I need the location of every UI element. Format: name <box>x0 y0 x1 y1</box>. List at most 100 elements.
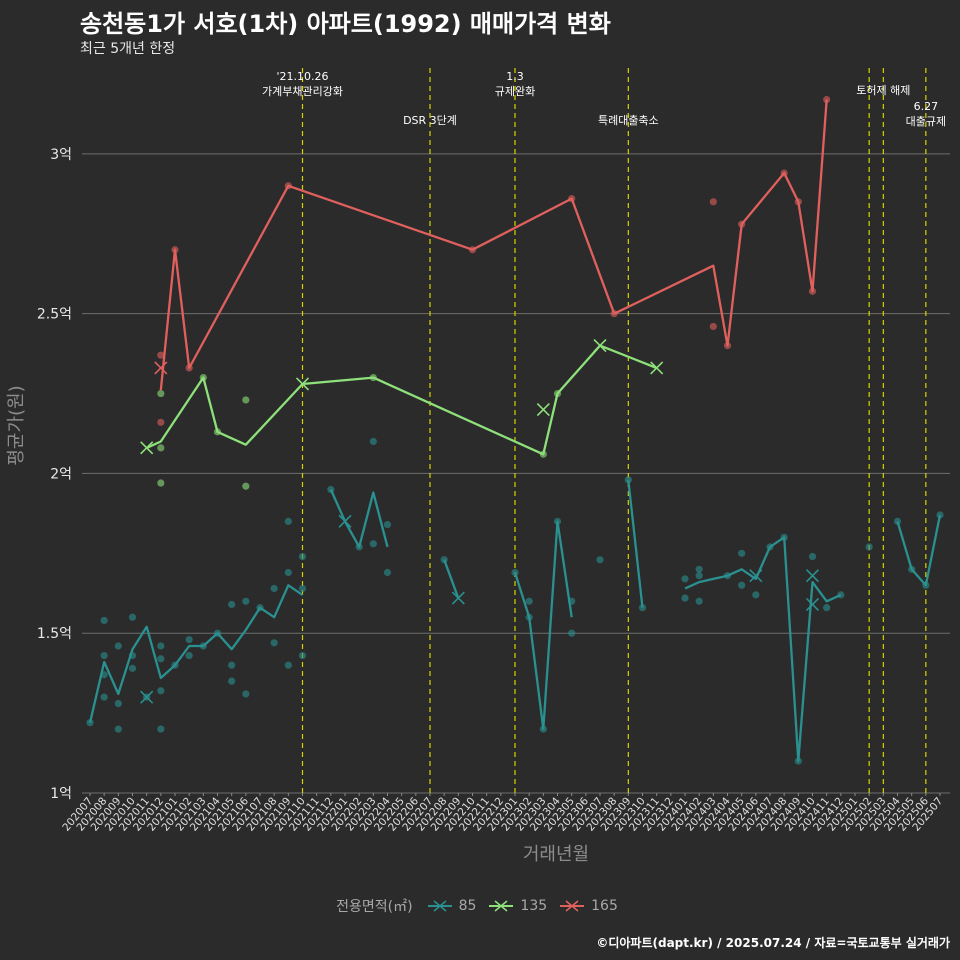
series-85-point <box>242 690 250 698</box>
series-85-point <box>114 725 122 733</box>
series-85-point <box>242 597 250 605</box>
series-85-point <box>695 597 703 605</box>
policy-event-label: 6.27 <box>914 100 939 113</box>
series-85-point <box>596 556 604 564</box>
series-85-point <box>369 540 377 548</box>
series-135-line <box>146 344 658 456</box>
series-85-point <box>284 568 292 577</box>
legend: 전용면적(㎡) 85 135 165 <box>0 896 960 916</box>
series-165-point <box>157 351 165 359</box>
series-135-point <box>157 444 165 452</box>
chart-subtitle: 최근 5개년 한정 <box>80 41 176 57</box>
y-axis-title: 평균가(원) <box>6 385 27 465</box>
series-135-x-marker <box>593 339 607 353</box>
series-85-point <box>284 517 292 525</box>
series-85-point <box>100 651 108 660</box>
series-135-x-marker <box>295 377 310 391</box>
legend-swatch-135-icon <box>489 900 514 912</box>
series-85-point <box>738 581 746 589</box>
series-85-x-marker <box>338 514 352 528</box>
series-85-point <box>738 549 746 557</box>
series-85-point <box>936 511 944 519</box>
series-85-x-marker <box>140 690 154 704</box>
series-85-point <box>383 568 392 577</box>
series-85-point <box>157 687 165 695</box>
legend-title: 전용면적(㎡) <box>336 899 413 915</box>
legend-item-135: 135 <box>488 898 547 914</box>
series-85-point <box>114 699 122 708</box>
series-165-point <box>157 418 165 426</box>
series-85-point <box>100 616 108 625</box>
series-85-line <box>896 514 942 587</box>
chart-title: 송천동1가 서호(1차) 아파트(1992) 매매가격 변화 <box>80 10 611 38</box>
series-85-line <box>684 536 842 763</box>
series-85-point <box>525 597 533 605</box>
legend-item-165: 165 <box>559 898 618 914</box>
policy-event-label: DSR 3단계 <box>403 114 457 127</box>
series-85-point <box>568 629 576 637</box>
series-85-point <box>298 552 307 561</box>
series-85-point <box>228 600 236 609</box>
y-tick-label: 2.5억 <box>37 307 72 323</box>
series-85-point <box>100 693 108 701</box>
policy-event-label: 규제완화 <box>495 85 535 98</box>
series-85-point <box>128 664 137 672</box>
series-85-point <box>808 552 817 561</box>
series-85-point <box>383 520 392 529</box>
y-tick-label: 2억 <box>50 466 72 482</box>
series-85-point <box>284 661 292 669</box>
x-axis-title: 거래년월 <box>523 844 589 865</box>
series-85-line <box>627 479 644 608</box>
series-85-line <box>329 488 389 549</box>
series-135-x-marker <box>536 402 550 417</box>
series-85-x-marker <box>451 591 465 605</box>
legend-label-85: 85 <box>458 898 477 914</box>
series-165-x-marker <box>154 361 168 375</box>
legend-swatch-165-icon <box>560 900 585 912</box>
series-85-line <box>443 559 460 599</box>
policy-event-label: 가계부채관리강화 <box>262 85 343 98</box>
series-85-point <box>865 543 873 551</box>
series-85-point <box>298 651 307 660</box>
series-85-point <box>369 437 377 446</box>
legend-label-165: 165 <box>591 898 618 914</box>
legend-item-85: 85 <box>427 898 477 914</box>
series-85-point <box>128 613 137 621</box>
y-tick-label: 1억 <box>50 786 72 802</box>
series-85-x-marker <box>805 597 820 612</box>
series-135-x-marker <box>650 361 664 375</box>
series-165-point <box>709 322 717 331</box>
legend-swatch-85-icon <box>427 900 452 912</box>
y-tick-label: 3억 <box>50 147 72 163</box>
policy-event-label: '21.10.26 <box>276 70 328 83</box>
series-85-point <box>185 651 193 660</box>
series-135-x-marker <box>140 441 154 455</box>
series-85-point <box>228 661 236 669</box>
series-85-point <box>298 584 307 593</box>
series-85-point <box>270 584 278 593</box>
series-85-point <box>185 636 193 644</box>
series-85-x-marker <box>749 569 763 583</box>
series-85-point <box>893 517 902 525</box>
series-85-point <box>695 572 703 580</box>
series-85-line <box>88 584 304 723</box>
series-85-point <box>157 642 165 650</box>
y-tick-label: 1.5억 <box>37 626 72 642</box>
series-165-point <box>709 198 717 206</box>
series-85-point <box>157 725 165 733</box>
policy-event-label: 대출규제 <box>906 115 946 128</box>
series-85-point <box>114 642 122 650</box>
series-85-point <box>157 655 165 663</box>
series-165-line <box>159 99 828 391</box>
policy-event-label: 특례대출축소 <box>598 114 659 127</box>
series-85-point <box>270 639 278 647</box>
source-footer: ©디아파트(dapt.kr) / 2025.07.24 / 자료=국토교통부 실… <box>596 936 950 950</box>
series-85-point <box>228 677 236 685</box>
series-85-line <box>513 520 573 731</box>
series-135-point <box>157 479 165 487</box>
legend-label-135: 135 <box>520 898 548 914</box>
policy-event-label: 1.3 <box>506 70 524 83</box>
series-85-x-marker <box>805 569 820 583</box>
series-135-point <box>242 396 250 404</box>
